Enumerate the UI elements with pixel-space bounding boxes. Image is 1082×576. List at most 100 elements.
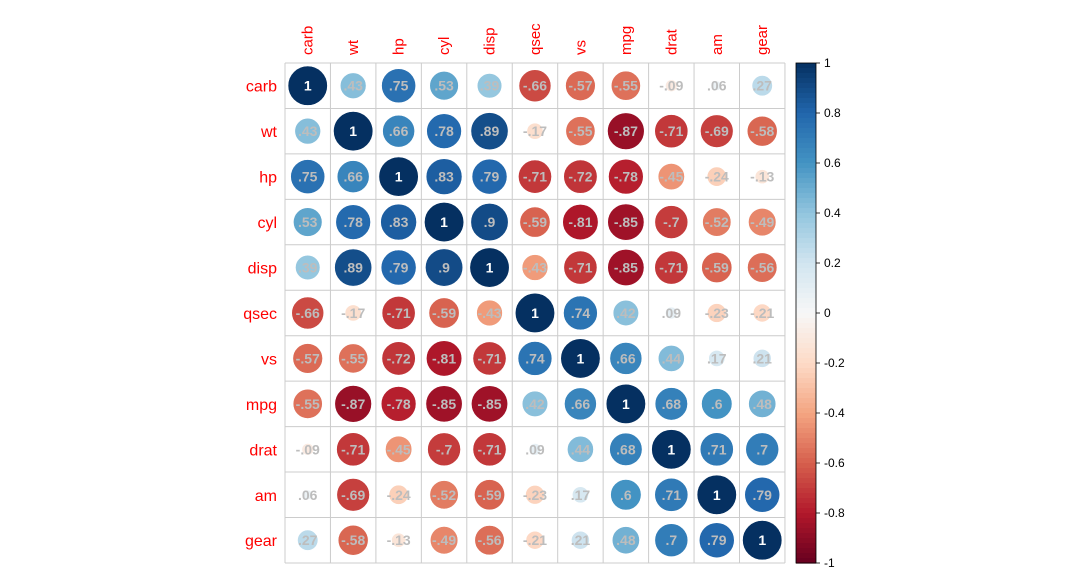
corr-circle-disp-mpg <box>607 249 645 287</box>
corr-value-wt-hp: .66 <box>389 123 409 139</box>
legend-swatch <box>796 428 816 434</box>
corr-circle-am-disp <box>474 479 505 511</box>
corr-circle-am-vs <box>571 486 589 504</box>
corr-circle-disp-am <box>701 252 733 283</box>
corr-value-vs-hp: -.72 <box>387 350 411 366</box>
corr-circle-hp-disp <box>471 158 508 195</box>
corr-value-am-cyl: -.52 <box>432 487 456 503</box>
column-label-mpg: mpg <box>618 26 635 55</box>
corr-circle-qsec-wt <box>344 304 362 322</box>
corr-value-gear-wt: -.58 <box>341 532 365 548</box>
corr-value-gear-hp: -.13 <box>387 532 411 548</box>
corr-value-hp-am: -.24 <box>705 169 729 185</box>
legend-swatch <box>796 88 816 94</box>
legend-swatch <box>796 348 816 354</box>
corr-value-hp-gear: -.13 <box>750 169 774 185</box>
corr-value-cyl-wt: .78 <box>343 214 363 230</box>
column-label-gear: gear <box>754 25 771 55</box>
corr-circle-carb-carb <box>287 65 328 106</box>
corr-value-cyl-carb: .53 <box>298 214 318 230</box>
legend-swatch <box>796 333 816 339</box>
corr-circle-qsec-cyl <box>428 297 460 329</box>
legend-swatch <box>796 273 816 279</box>
corr-circle-vs-mpg <box>609 342 643 375</box>
corr-circle-vs-disp <box>472 341 507 376</box>
legend-swatch <box>796 163 816 169</box>
legend-swatch <box>796 208 816 214</box>
legend-tick-label: 0.4 <box>824 206 841 220</box>
corr-circle-am-wt <box>336 478 370 512</box>
corr-circle-drat-wt <box>336 432 371 467</box>
row-labels: carb wt hp cyl disp qsec vs mpg drat am gear <box>243 79 277 550</box>
grid-lines <box>284 62 786 564</box>
corr-circle-mpg-disp <box>471 385 509 423</box>
legend-swatch <box>796 388 816 394</box>
legend-swatch <box>796 308 816 314</box>
corr-circle-carb-mpg <box>610 70 641 101</box>
legend-swatch <box>796 343 816 349</box>
legend-swatch <box>796 93 816 99</box>
legend-swatch <box>796 493 816 499</box>
legend-swatch <box>796 358 816 364</box>
row-label-vs: vs <box>261 351 277 368</box>
corr-circle-am-qsec <box>525 485 545 505</box>
legend-swatch <box>796 378 816 384</box>
legend-swatch <box>796 533 816 539</box>
corr-circle-am-am <box>696 474 737 515</box>
corr-value-hp-vs: -.72 <box>568 169 592 185</box>
corr-circle-am-gear <box>744 476 781 513</box>
legend-swatch <box>796 438 816 444</box>
corr-circle-vs-qsec <box>517 341 553 376</box>
corr-circle-wt-mpg <box>607 112 645 150</box>
corr-circle-cyl-wt <box>335 204 371 240</box>
corr-value-mpg-gear: .48 <box>752 396 772 412</box>
row-label-drat: drat <box>249 442 277 459</box>
column-label-am: am <box>709 34 726 55</box>
corr-value-wt-qsec: -.17 <box>523 123 547 139</box>
legend-swatch <box>796 538 816 544</box>
corr-circle-vs-cyl <box>426 340 463 377</box>
legend-swatch <box>796 238 816 244</box>
legend-swatch <box>796 473 816 479</box>
legend-swatch <box>796 198 816 204</box>
corr-circle-drat-am <box>699 432 734 467</box>
corr-circle-vs-hp <box>381 341 416 376</box>
row-label-cyl: cyl <box>257 215 277 232</box>
corr-circle-hp-am <box>706 166 727 187</box>
column-label-qsec: qsec <box>527 23 544 55</box>
corr-value-wt-am: -.69 <box>705 123 729 139</box>
legend-swatch <box>796 463 816 469</box>
legend-swatch <box>796 298 816 304</box>
corr-circle-qsec-mpg <box>612 299 639 327</box>
corr-value-drat-drat: 1 <box>667 441 675 457</box>
corr-circle-cyl-am <box>702 207 732 237</box>
legend-swatch <box>796 188 816 194</box>
corr-value-wt-disp: .89 <box>480 123 500 139</box>
corr-value-qsec-drat: .09 <box>662 305 682 321</box>
legend-swatch <box>796 68 816 74</box>
legend-swatch <box>796 558 816 564</box>
legend-swatch <box>796 63 816 69</box>
legend-swatch <box>796 363 816 369</box>
legend-swatch <box>796 313 816 319</box>
row-label-hp: hp <box>259 170 277 187</box>
legend-swatch <box>796 113 816 119</box>
corr-value-drat-mpg: .68 <box>616 441 636 457</box>
legend-swatch <box>796 203 816 209</box>
corr-value-mpg-mpg: 1 <box>622 396 630 412</box>
corr-value-qsec-qsec: 1 <box>531 305 539 321</box>
legend-swatch <box>796 513 816 519</box>
corr-value-vs-gear: .21 <box>752 350 772 366</box>
corr-value-hp-carb: .75 <box>298 169 318 185</box>
corr-circle-am-drat <box>654 477 689 512</box>
corr-circle-hp-hp <box>378 156 419 197</box>
corr-value-am-wt: -.69 <box>341 487 365 503</box>
corr-value-hp-wt: .66 <box>343 169 363 185</box>
corr-value-carb-vs: -.57 <box>568 78 592 94</box>
corr-value-mpg-cyl: -.85 <box>432 396 456 412</box>
legend-swatch <box>796 468 816 474</box>
legend-swatch <box>796 288 816 294</box>
corr-value-mpg-am: .6 <box>711 396 723 412</box>
legend-swatch <box>796 293 816 299</box>
corr-circle-hp-wt <box>336 160 370 193</box>
